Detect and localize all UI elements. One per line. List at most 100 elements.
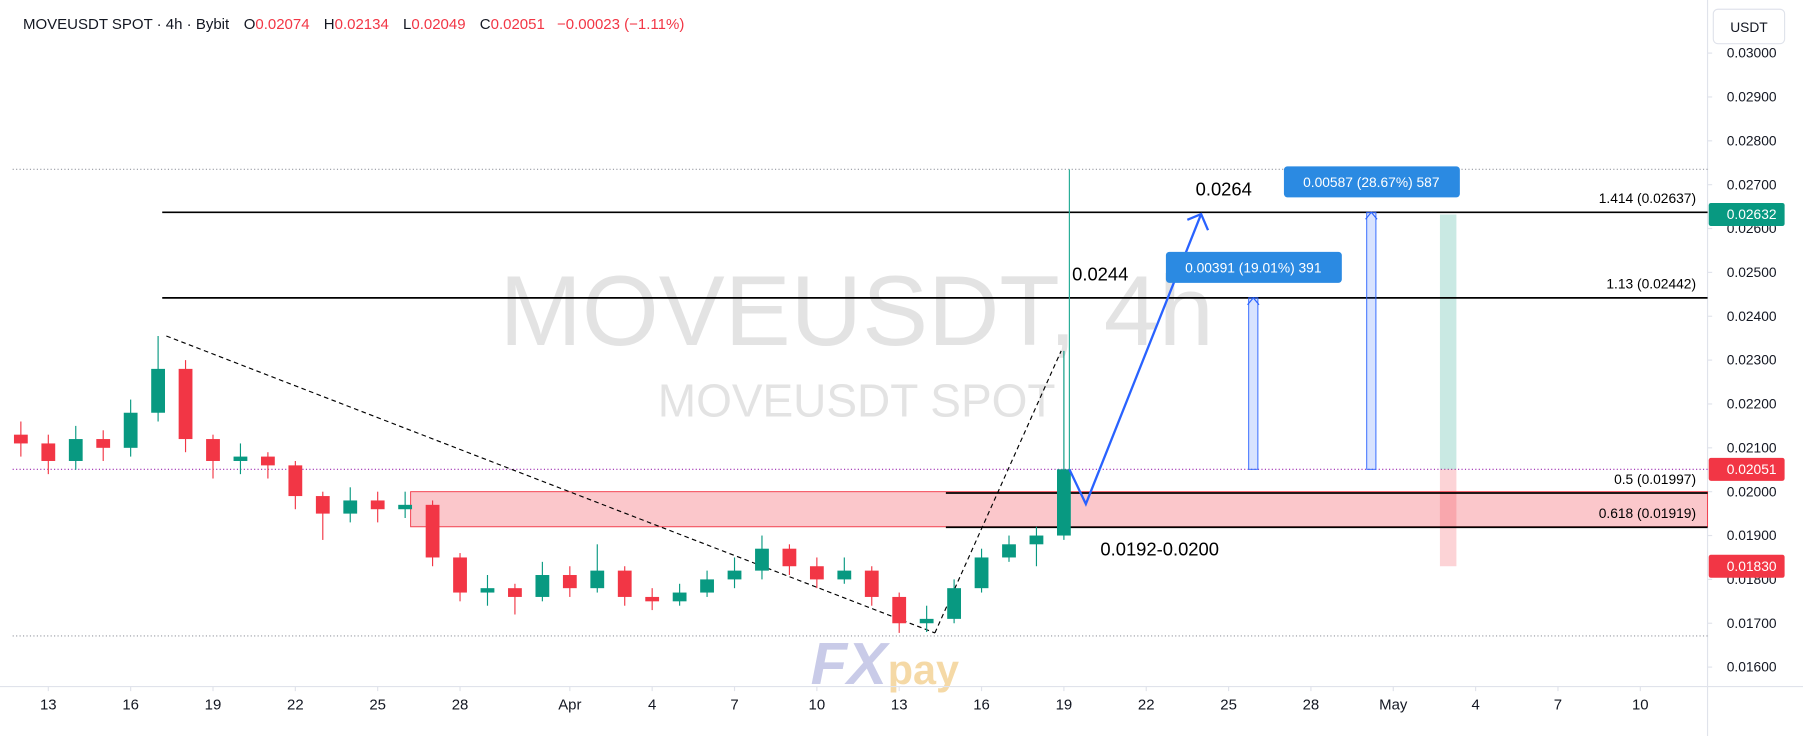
ohlc-value: 0.02049	[411, 16, 466, 33]
currency[interactable]: USDT	[1730, 20, 1768, 35]
price-tag-label: 0.02632	[1727, 207, 1777, 222]
x-tick-label: May	[1379, 697, 1408, 714]
candle-body	[68, 439, 83, 461]
candle-body	[1029, 535, 1044, 545]
candle-body	[398, 504, 413, 510]
candle-body	[151, 368, 166, 413]
fib-label: 0.618 (0.01919)	[1599, 506, 1696, 521]
candle-body	[617, 570, 632, 597]
x-tick-label: 19	[1056, 697, 1073, 714]
candle-body	[974, 557, 989, 589]
measure-range	[1366, 211, 1377, 470]
y-tick-label: 0.02300	[1727, 353, 1777, 368]
y-tick-label: 0.02800	[1727, 133, 1777, 148]
x-tick-label: 16	[973, 697, 990, 714]
fib-label: 1.414 (0.02637)	[1599, 191, 1696, 206]
ohlc-key: O	[243, 16, 256, 33]
candle-body	[13, 434, 28, 444]
candle-body	[370, 500, 385, 510]
candle-body	[453, 557, 467, 593]
measure-box	[1283, 166, 1460, 198]
ohlc-value: 0.02051	[490, 16, 545, 33]
measure-box	[1165, 251, 1342, 283]
candle-body	[233, 456, 248, 461]
candle-body	[123, 412, 138, 448]
candle-body	[919, 618, 934, 624]
x-tick-label: 10	[809, 697, 826, 714]
x-tick-label: 4	[1471, 697, 1479, 714]
trendline	[934, 350, 1062, 634]
candle-body	[809, 566, 824, 580]
trendline	[166, 335, 936, 634]
watermark: MOVEUSDT, 4h	[500, 255, 1214, 366]
candle-body	[535, 575, 550, 597]
projection	[1068, 213, 1203, 507]
candle-body	[480, 588, 495, 593]
candle-body	[508, 588, 522, 597]
candle-body	[782, 548, 797, 567]
candle-body	[96, 439, 111, 448]
symbol: MOVEUSDT SPOT · 4h · Bybit	[23, 16, 230, 33]
price-tag	[1708, 554, 1785, 578]
candle-body	[178, 368, 193, 440]
candle-body	[288, 465, 303, 497]
x-tick-label: 28	[1303, 697, 1320, 714]
candle-body	[425, 504, 440, 558]
price-tag	[1708, 457, 1785, 481]
candle-body	[41, 443, 56, 461]
price-tag	[1708, 203, 1785, 227]
change: −0.00023 (−1.11%)	[557, 16, 685, 33]
candle-body	[947, 588, 962, 619]
y-tick-label: 0.03000	[1727, 46, 1777, 61]
ohlc-key: L	[403, 16, 412, 33]
ohlc-key: H	[323, 16, 335, 33]
price-tag-label: 0.01830	[1727, 559, 1777, 574]
candle-body	[892, 596, 907, 624]
candle-body	[700, 579, 714, 593]
x-tick-label: Apr	[558, 697, 581, 714]
candle-body	[755, 548, 769, 571]
x-tick-label: 4	[648, 697, 656, 714]
candle-body	[260, 456, 275, 466]
x-tick-label: 13	[40, 697, 57, 714]
x-tick-label: 7	[730, 697, 738, 714]
zone-label: 0.0192-0.0200	[1100, 539, 1219, 560]
fib-label: 1.13 (0.02442)	[1606, 277, 1696, 292]
y-tick-label: 0.01700	[1727, 616, 1777, 631]
candle-body	[864, 570, 879, 597]
y-tick-label: 0.02900	[1727, 90, 1777, 105]
y-tick-label: 0.02700	[1727, 177, 1777, 192]
logo: pay	[888, 647, 959, 693]
candle-body	[672, 592, 687, 602]
x-tick-label: 16	[122, 697, 139, 714]
position-target	[1439, 214, 1457, 470]
x-tick-label: 13	[891, 697, 908, 714]
candle-body	[1002, 544, 1016, 558]
ohlc-key: C	[479, 16, 491, 33]
measure-arrow	[1247, 296, 1260, 306]
price-tag-label: 0.02051	[1727, 462, 1777, 477]
candle-body	[206, 439, 220, 461]
measure-label: 0.00391 (19.01%) 391	[1185, 261, 1321, 276]
y-tick-label: 0.02400	[1727, 309, 1777, 324]
x-tick-label: 28	[452, 697, 469, 714]
x-tick-label: 19	[205, 697, 222, 714]
currency-button[interactable]	[1712, 8, 1786, 45]
y-tick-label: 0.02500	[1727, 265, 1777, 280]
measure-range	[1248, 297, 1259, 470]
x-tick-label: 10	[1632, 697, 1649, 714]
candle-body	[315, 496, 330, 514]
annotation: 0.0264	[1196, 179, 1252, 200]
position-stop	[1439, 469, 1457, 567]
chart-header: MOVEUSDT SPOT · 4h · Bybit O0.02074 H 0.0…	[23, 16, 692, 33]
x-tick-label: 22	[1138, 697, 1155, 714]
annotation: 0.0244	[1072, 264, 1128, 285]
y-tick-label: 0.01900	[1727, 528, 1777, 543]
ohlc-value: 0.02074	[255, 16, 310, 33]
y-tick-label: 0.02200	[1727, 397, 1777, 412]
arrow-head	[1186, 212, 1210, 231]
x-tick-label: 22	[287, 697, 304, 714]
y-tick-label: 0.01600	[1727, 660, 1777, 675]
